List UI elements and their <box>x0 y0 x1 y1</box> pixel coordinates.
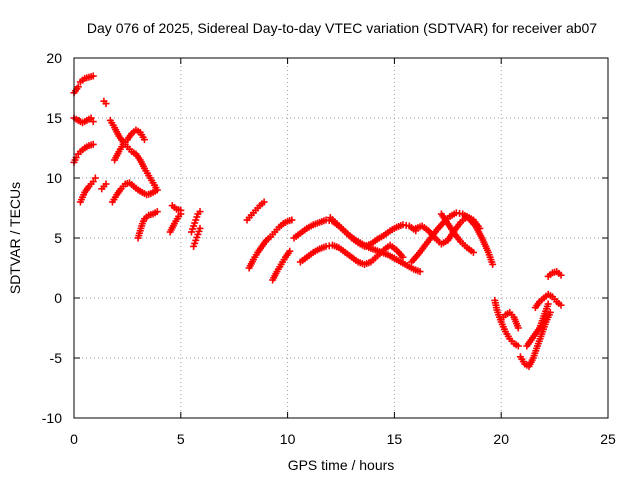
data-point <box>489 260 497 268</box>
data-point <box>89 178 97 186</box>
y-tick-label: 20 <box>46 50 62 66</box>
data-point <box>89 140 97 148</box>
x-tick-label: 20 <box>493 431 509 447</box>
data-markers <box>70 72 565 370</box>
data-point <box>177 206 185 214</box>
data-point <box>74 150 82 158</box>
data-point <box>557 301 565 309</box>
data-point <box>286 247 294 255</box>
data-point <box>546 308 554 316</box>
data-point <box>153 208 161 216</box>
data-point <box>140 136 148 144</box>
data-point <box>260 198 268 206</box>
chart-title: Day 076 of 2025, Sidereal Day-to-day VTE… <box>87 20 597 36</box>
x-tick-label: 25 <box>600 431 616 447</box>
data-point <box>196 208 204 216</box>
data-point <box>544 300 552 308</box>
x-tick-label: 5 <box>177 431 185 447</box>
y-axis-label: SDTVAR / TECUs <box>7 182 23 294</box>
data-point <box>476 224 484 232</box>
x-tick-labels: 0 5 10 15 20 25 <box>70 431 616 447</box>
data-point <box>514 324 522 332</box>
x-axis-label: GPS time / hours <box>288 457 395 473</box>
data-point <box>74 83 82 91</box>
data-point <box>151 187 159 195</box>
data-point <box>87 114 95 122</box>
y-tick-label: -5 <box>50 350 63 366</box>
data-point <box>196 224 204 232</box>
y-tick-label: -10 <box>42 410 62 426</box>
data-point <box>469 248 477 256</box>
data-point <box>514 342 522 350</box>
y-tick-label: 5 <box>54 230 62 246</box>
data-point <box>102 100 110 108</box>
data-point <box>399 253 407 261</box>
plot-frame <box>73 57 609 419</box>
y-tick-labels: -10 -5 0 5 10 15 20 <box>42 50 62 426</box>
y-tick-label: 15 <box>46 110 62 126</box>
data-point <box>288 216 296 224</box>
x-tick-label: 10 <box>280 431 296 447</box>
data-point <box>91 174 99 182</box>
y-tick-label: 10 <box>46 170 62 186</box>
data-point <box>557 271 565 279</box>
data-point <box>102 180 110 188</box>
data-point <box>89 72 97 80</box>
x-tick-label: 15 <box>387 431 403 447</box>
data-point <box>416 268 424 276</box>
x-tick-label: 0 <box>70 431 78 447</box>
data-point <box>89 118 97 126</box>
y-tick-label: 0 <box>54 290 62 306</box>
grid <box>74 58 608 418</box>
